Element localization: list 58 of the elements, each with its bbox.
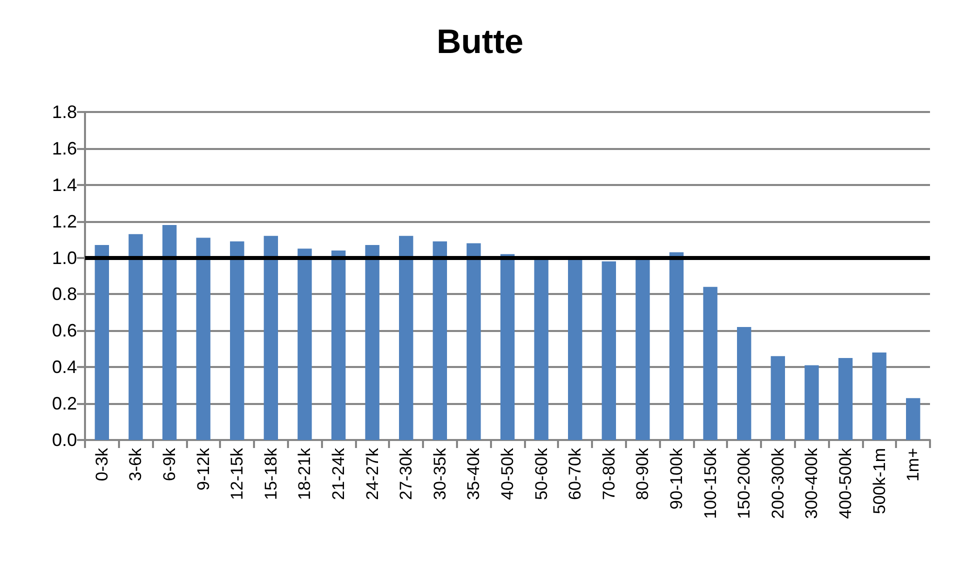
y-tick-label: 0.4 (52, 357, 77, 378)
bar (602, 261, 616, 440)
bar (399, 236, 414, 440)
y-tick-label: 1.6 (52, 138, 77, 158)
x-tick-label: 1m+ (904, 448, 923, 482)
y-tick-label: 1.8 (52, 102, 77, 122)
x-tick-label: 500k-1m (870, 448, 889, 514)
bar (838, 358, 853, 440)
x-tick-label: 60-70k (566, 448, 585, 500)
x-tick-label: 24-27k (362, 448, 382, 500)
bar (196, 238, 210, 440)
bar (365, 245, 380, 440)
bar (737, 327, 752, 440)
x-tick-label: 150-200k (734, 448, 754, 519)
bar (264, 236, 278, 440)
bar (770, 356, 785, 440)
x-tick-label: 21-24k (329, 448, 348, 500)
x-tick-label: 9-12k (194, 448, 213, 491)
x-tick-label: 400-500k (836, 448, 855, 519)
x-tick-label: 3-6k (126, 448, 146, 482)
bar (906, 398, 920, 440)
bar (432, 241, 447, 440)
x-tick-label: 70-80k (599, 448, 618, 500)
bar (804, 365, 819, 440)
x-tick-label: 90-100k (667, 448, 686, 510)
x-tick-label: 0-3k (92, 448, 112, 482)
bar (872, 352, 886, 440)
x-tick-label: 40-50k (498, 448, 517, 500)
bar (162, 224, 177, 440)
x-tick-label: 200-300k (768, 448, 788, 519)
y-tick-label: 1.0 (52, 248, 77, 268)
x-tick-label: 18-21k (295, 448, 314, 500)
x-tick-label: 12-15k (228, 448, 247, 500)
bar (703, 286, 718, 440)
x-tick-label: 50-60k (532, 448, 551, 500)
y-tick-label: 0.0 (52, 430, 77, 450)
x-tick-label: 6-9k (160, 448, 179, 482)
bar (500, 254, 515, 440)
bar (230, 241, 244, 440)
x-tick-label: 30-35k (430, 448, 450, 500)
y-tick-label: 1.2 (52, 211, 77, 232)
x-tick-label: 80-90k (633, 448, 652, 500)
x-tick-label: 35-40k (464, 448, 484, 500)
y-tick-label: 0.2 (52, 394, 77, 414)
bar (331, 250, 346, 440)
x-tick-label: 27-30k (396, 448, 416, 500)
chart-title: Butte (436, 23, 524, 61)
y-tick-label: 0.8 (52, 284, 77, 304)
y-tick-label: 0.6 (52, 320, 77, 341)
bar (466, 243, 481, 440)
bar (298, 248, 312, 440)
x-tick-label: 100-150k (700, 448, 720, 519)
x-tick-label: 15-18k (261, 448, 280, 500)
bar (669, 252, 684, 440)
y-tick-label: 1.4 (52, 174, 77, 195)
bar (128, 234, 143, 440)
x-tick-label: 300-400k (802, 448, 822, 519)
bar (94, 245, 109, 440)
